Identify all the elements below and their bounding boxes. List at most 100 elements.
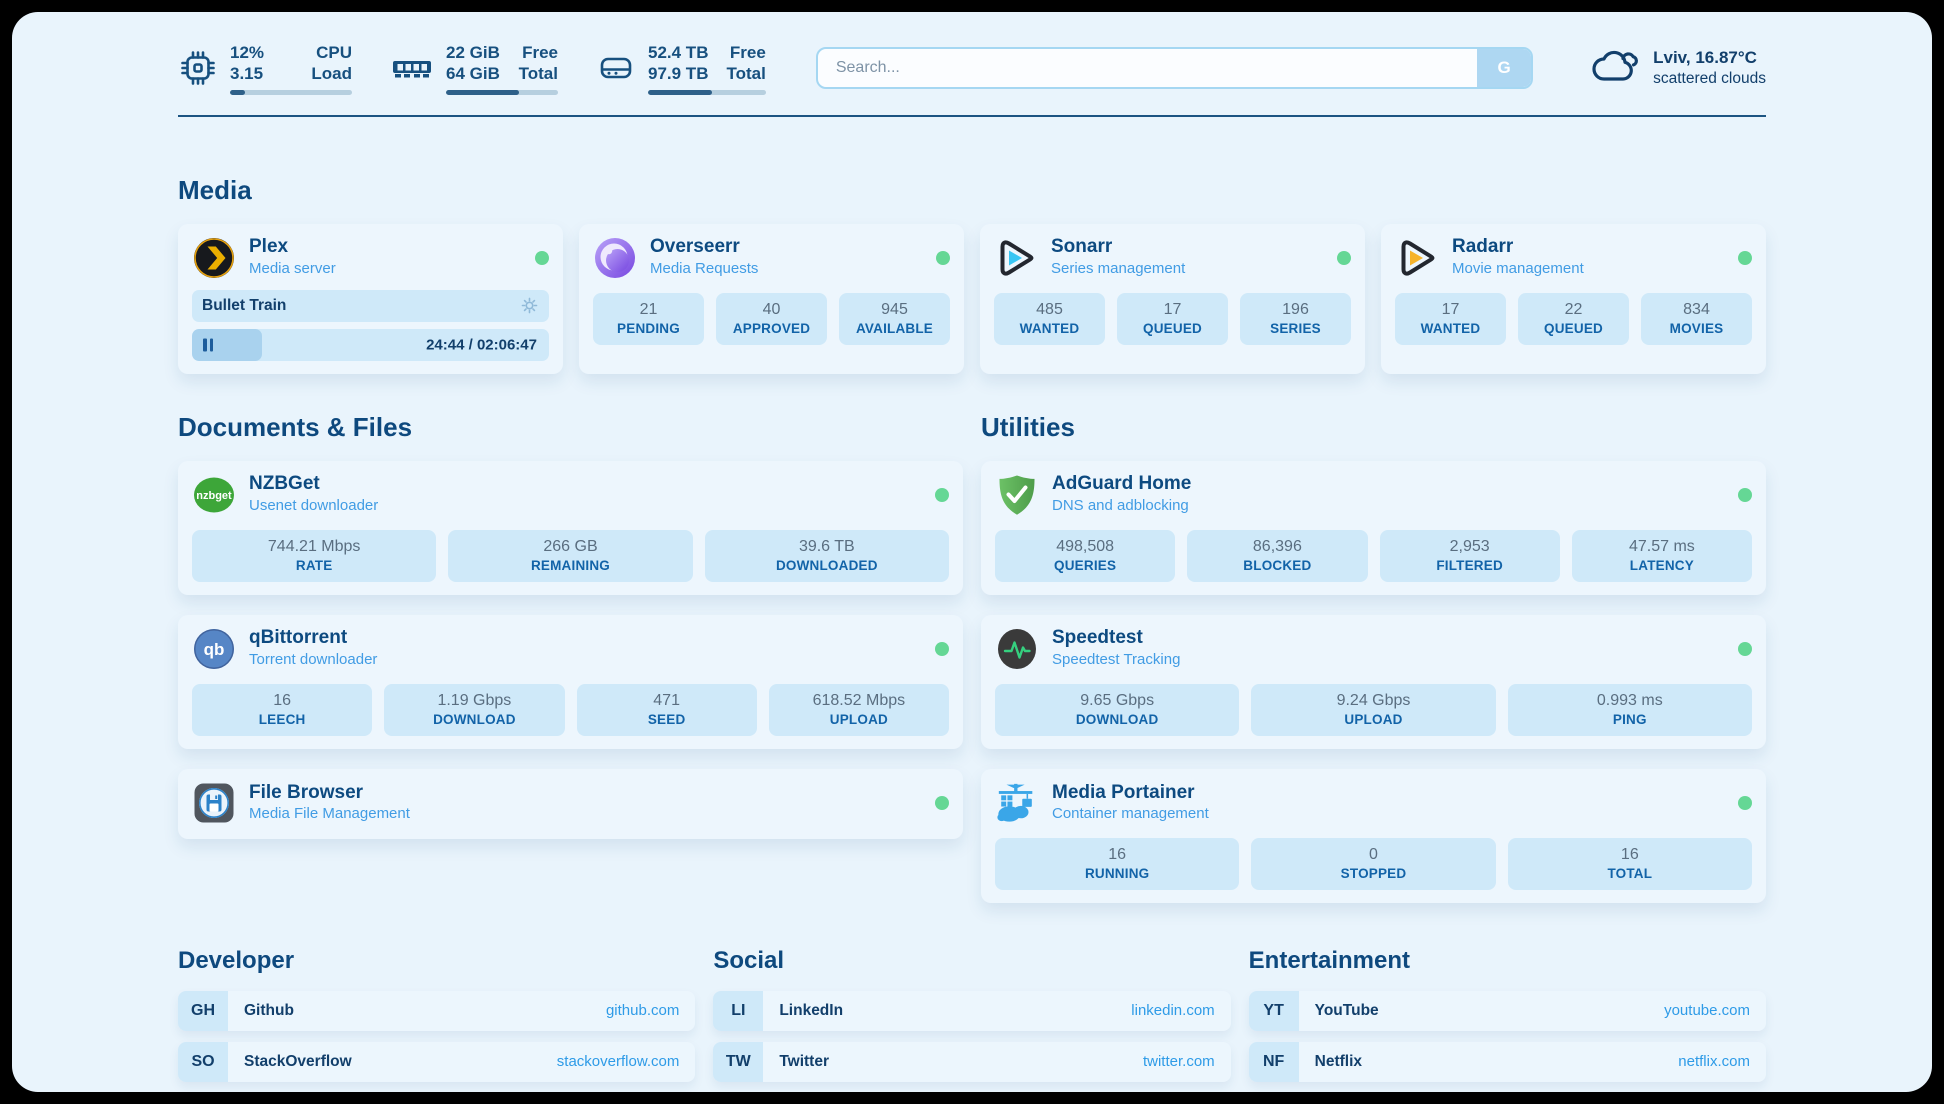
stat-box: 16 TOTAL — [1507, 837, 1752, 890]
stat-label: WANTED — [1019, 321, 1080, 337]
metric-label: Free — [522, 43, 558, 62]
stat-box: 196 SERIES — [1240, 292, 1351, 345]
stat-value: 945 — [881, 300, 908, 318]
link-item-linkedin[interactable]: LI LinkedIn linkedin.com — [713, 990, 1231, 1031]
link-badge: NF — [1248, 1041, 1299, 1082]
stat-value: 16 — [1620, 845, 1639, 863]
app-card-sonarr[interactable]: Sonarr Series management 485 WANTED 17 Q… — [980, 223, 1365, 374]
link-item-youtube[interactable]: YT YouTube youtube.com — [1248, 990, 1766, 1031]
link-item-github[interactable]: GH Github github.com — [178, 990, 696, 1031]
system-widgets: 12% CPU 3.15 Load 22 GiB Free 64 GiB Total 5… — [178, 42, 766, 95]
app-subtitle: Container management — [1052, 805, 1209, 823]
link-group-developer: Developer GH Github github.com SO StackO… — [178, 946, 696, 1092]
link-group-title: Social — [713, 946, 785, 974]
stat-box: 9.65 Gbps DOWNLOAD — [995, 683, 1240, 736]
weather-location-temp: Lviv, 16.87°C — [1653, 48, 1757, 68]
app-card-nzbget[interactable]: nzbget NZBGet Usenet downloader 744.21 M… — [178, 460, 963, 595]
utilities-cards: AdGuard Home DNS and adblocking 498,508 … — [981, 460, 1766, 903]
metric-value: 97.9 TB — [648, 64, 709, 84]
sonarr-icon — [994, 236, 1038, 280]
status-dot — [1738, 487, 1752, 502]
app-name: Sonarr — [1051, 236, 1113, 258]
metric-label: Free — [729, 43, 766, 62]
stat-box: 0 STOPPED — [1251, 837, 1496, 890]
cpu-icon — [178, 48, 218, 88]
app-card-overseerr[interactable]: Overseerr Media Requests 21 PENDING 40 A… — [579, 223, 964, 374]
system-widget-cpu: 12% CPU 3.15 Load — [178, 42, 352, 95]
status-dot — [1738, 250, 1752, 265]
stat-box: 39.6 TB DOWNLOADED — [704, 529, 949, 582]
stat-box: 21 PENDING — [593, 292, 704, 345]
stat-value: 618.52 Mbps — [812, 691, 906, 709]
stat-box: 471 SEED — [576, 683, 757, 736]
app-subtitle: Torrent downloader — [249, 651, 378, 669]
dashboard-window: 12% CPU 3.15 Load 22 GiB Free 64 GiB Total 5… — [12, 12, 1932, 1092]
stat-value: 471 — [653, 691, 680, 709]
stat-label: TOTAL — [1607, 866, 1653, 882]
stat-label: SERIES — [1270, 321, 1321, 337]
status-dot — [1337, 250, 1351, 265]
stat-box: 22 QUEUED — [1518, 292, 1629, 345]
stat-label: PING — [1612, 712, 1647, 728]
stat-value: 1.19 Gbps — [437, 691, 512, 709]
app-card-speedtest[interactable]: Speedtest Speedtest Tracking 9.65 Gbps D… — [981, 614, 1766, 749]
link-item-stackoverflow[interactable]: SO StackOverflow stackoverflow.com — [178, 1041, 696, 1082]
pause-icon[interactable] — [203, 338, 213, 351]
now-playing-row: Bullet Train — [192, 289, 549, 322]
stat-value: 47.57 ms — [1628, 537, 1695, 555]
link-url: netflix.com — [1678, 1053, 1750, 1071]
link-badge: SO — [178, 1041, 228, 1082]
app-subtitle: Media File Management — [249, 805, 410, 823]
stat-box: 498,508 QUERIES — [995, 529, 1176, 582]
stat-label: LATENCY — [1629, 558, 1694, 574]
section-title-utilities: Utilities — [981, 411, 1075, 442]
metric-value: 3.15 — [230, 64, 264, 84]
stat-value: 9.24 Gbps — [1336, 691, 1411, 709]
link-item-twitter[interactable]: TW Twitter twitter.com — [713, 1041, 1231, 1082]
app-card-qbittorrent[interactable]: qb qBittorrent Torrent downloader 16 LEE… — [178, 614, 963, 749]
search-input[interactable] — [817, 49, 1478, 88]
media-grid: Plex Media server Bullet Train 24:44 / 0… — [178, 223, 1766, 374]
app-name: File Browser — [249, 781, 364, 803]
links-grid: Developer GH Github github.com SO StackO… — [178, 947, 1766, 1092]
top-bar: 12% CPU 3.15 Load 22 GiB Free 64 GiB Total 5… — [178, 42, 1766, 95]
gear-icon[interactable] — [520, 296, 539, 315]
app-card-adguard-home[interactable]: AdGuard Home DNS and adblocking 498,508 … — [981, 460, 1766, 595]
app-subtitle: Usenet downloader — [249, 497, 379, 515]
link-url: twitter.com — [1142, 1053, 1215, 1071]
metric-value: 22 GiB — [446, 43, 500, 62]
stat-value: 40 — [762, 300, 781, 318]
plex-icon — [192, 236, 236, 280]
app-name: Plex — [249, 236, 289, 258]
link-item-netflix[interactable]: NF Netflix netflix.com — [1248, 1041, 1766, 1082]
app-card-radarr[interactable]: Radarr Movie management 17 WANTED 22 QUE… — [1381, 223, 1766, 374]
app-card-file-browser[interactable]: File Browser Media File Management — [178, 768, 963, 839]
link-group-title: Entertainment — [1248, 946, 1411, 974]
stat-value: 22 — [1564, 300, 1583, 318]
metric-value: 64 GiB — [446, 64, 500, 84]
stat-box: 834 MOVIES — [1641, 292, 1752, 345]
radarr-icon — [1395, 236, 1439, 280]
app-card-media-portainer[interactable]: Media Portainer Container management 16 … — [981, 768, 1766, 903]
stat-value: 16 — [1108, 845, 1127, 863]
status-dot — [935, 487, 949, 502]
status-dot — [935, 641, 949, 656]
section-title-media: Media — [178, 174, 252, 205]
stat-value: 86,396 — [1252, 537, 1302, 555]
qbittorrent-icon: qb — [192, 627, 236, 671]
stat-box: 618.52 Mbps UPLOAD — [768, 683, 949, 736]
stat-box: 2,953 FILTERED — [1379, 529, 1560, 582]
section-title-documents: Documents & Files — [178, 411, 413, 442]
app-name: NZBGet — [249, 473, 320, 495]
search-engine-button[interactable]: G — [1477, 49, 1532, 88]
status-dot — [1738, 795, 1752, 810]
link-name: StackOverflow — [244, 1052, 352, 1070]
link-group-title: Developer — [178, 946, 295, 974]
metric-label: CPU — [316, 43, 352, 62]
metric-label: Load — [311, 64, 352, 84]
stat-box: 17 QUEUED — [1117, 292, 1228, 345]
playback-progress-bar[interactable]: 24:44 / 02:06:47 — [192, 328, 549, 361]
stat-box: 16 LEECH — [192, 683, 373, 736]
link-name: Twitter — [779, 1052, 829, 1070]
app-card-plex[interactable]: Plex Media server Bullet Train 24:44 / 0… — [178, 223, 563, 374]
